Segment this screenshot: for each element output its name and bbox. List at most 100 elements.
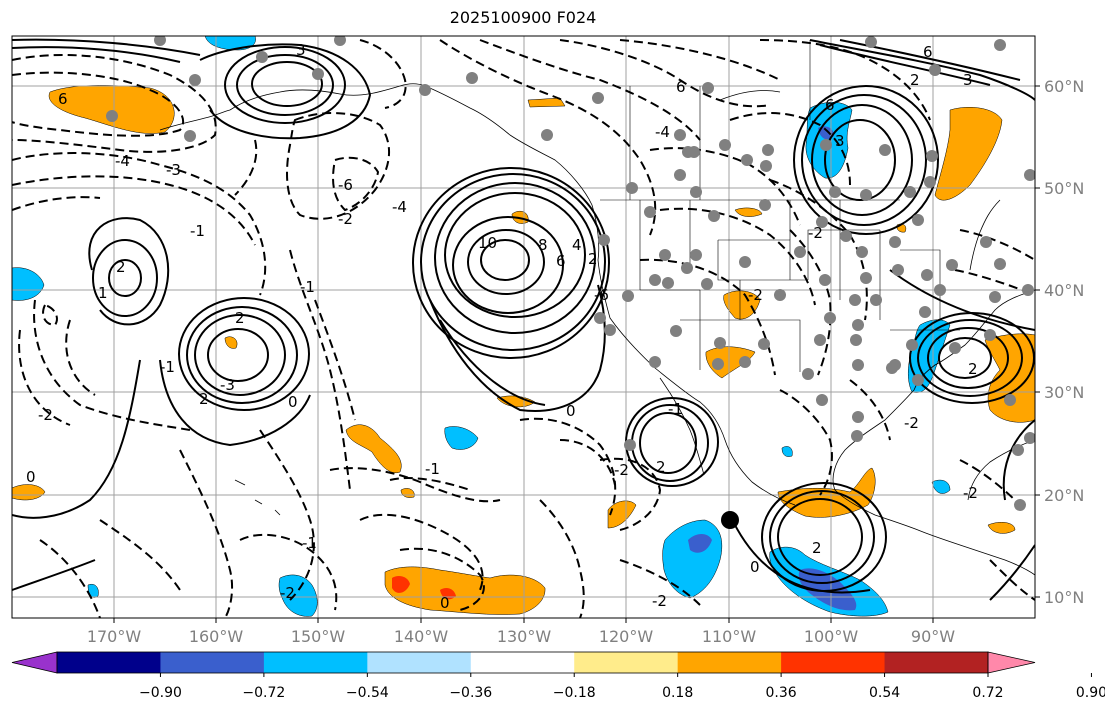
colorbar-segment [781, 652, 886, 673]
contour-label: -3 [166, 161, 181, 179]
contour-label: 6 [923, 43, 933, 61]
negative-contours [12, 39, 1035, 618]
colorbar-tick-label: 0.72 [972, 685, 1003, 701]
colorbar-segments [11, 651, 1036, 674]
lon-label: 110°W [702, 627, 757, 646]
contour-label: -4 [655, 123, 670, 141]
colorbar-tick-label: −0.72 [242, 685, 285, 701]
contour-label: 2 [116, 258, 126, 276]
colorbar-tick-label: 0.18 [662, 685, 693, 701]
contour-label: 2 [199, 390, 209, 408]
contour-label: -1 [190, 222, 205, 240]
contour-label: -4 [392, 198, 407, 216]
colorbar-segment [677, 652, 782, 673]
contour-label: 0 [288, 393, 298, 411]
colorbar-segment [470, 652, 575, 673]
contour-label: 4 [572, 236, 582, 254]
colorbar-tick-label: 0.54 [869, 685, 900, 701]
contour-label: -1 [300, 278, 315, 296]
contour-label: -3 [220, 376, 235, 394]
contour-label: 3 [835, 132, 845, 150]
longitude-axis: 170°W 160°W 150°W 140°W 130°W 120°W 110°… [87, 618, 955, 646]
contour-label: 3 [963, 71, 973, 89]
contour-label: -1 [668, 400, 683, 418]
colorbar-segment [574, 652, 679, 673]
contour-label: 0 [750, 558, 760, 576]
contour-label: 2 [812, 539, 822, 557]
lat-label: 50°N [1044, 179, 1084, 198]
political-borders [600, 40, 960, 372]
contour-label: -2 [652, 592, 667, 610]
lon-label: 130°W [497, 627, 552, 646]
colorbar-tick-label: −0.18 [553, 685, 596, 701]
colorbar-segment [160, 652, 265, 673]
contour-label: 6 [676, 78, 686, 96]
contour-label: -4 [115, 152, 130, 170]
lat-label: 10°N [1044, 588, 1084, 607]
colorbar-tick-label: −0.36 [449, 685, 492, 701]
colorbar-tick-label: 0.36 [766, 685, 797, 701]
contour-label: -1 [302, 534, 317, 552]
contour-label: -1 [425, 460, 440, 478]
contour-label: 2 [235, 309, 245, 327]
contour-label: 8 [538, 236, 548, 254]
contour-label: -2 [748, 286, 763, 304]
contour-label: 2 [656, 458, 666, 476]
colorbar: −0.90 −0.72 −0.54 −0.36 −0.18 0.18 0.36 0.54 0.7… [11, 651, 1105, 701]
colorbar-segment [367, 652, 472, 673]
colorbar-outline [56, 651, 989, 674]
lon-label: 90°W [911, 627, 955, 646]
lon-label: 150°W [291, 627, 346, 646]
contour-label: -2 [280, 584, 295, 602]
lon-label: 100°W [804, 627, 859, 646]
contour-labels: 6 3 6 3 -4 -6 -4 -3 6 -4 10 8 6 4 2 1 -1… [26, 41, 978, 612]
contour-label: -6 [594, 286, 609, 304]
colorbar-tick-label: −0.90 [139, 685, 182, 701]
contour-label: 0 [440, 594, 450, 612]
positive-contours [12, 38, 1035, 601]
contour-label: 6 [556, 252, 566, 270]
contour-label: 1 [98, 284, 108, 302]
colorbar-segment [884, 652, 989, 673]
colorbar-extend-high [987, 651, 1036, 674]
lat-label: 20°N [1044, 486, 1084, 505]
contour-label: -2 [963, 484, 978, 502]
strong-negative-anomaly-shading [688, 126, 857, 611]
contour-label: 2 [968, 360, 978, 378]
contour-label: -2 [808, 224, 823, 242]
colorbar-tick-label: 0.90 [1076, 685, 1105, 701]
contour-label: 0 [26, 468, 36, 486]
lon-label: 170°W [87, 627, 142, 646]
graticule [12, 36, 1035, 618]
colorbar-extend-low [11, 651, 58, 674]
colorbar-tick-label: −0.54 [346, 685, 389, 701]
contour-label: 6 [58, 90, 68, 108]
contour-label: 2 [910, 71, 920, 89]
contour-label: 6 [825, 96, 835, 114]
lat-label: 30°N [1044, 383, 1084, 402]
observation-stations [106, 36, 1035, 511]
contour-label: -2 [338, 210, 353, 228]
lon-label: 120°W [599, 627, 654, 646]
station-marker [721, 511, 739, 529]
map-content: 6 3 6 3 -4 -6 -4 -3 6 -4 10 8 6 4 2 1 -1… [12, 36, 1035, 618]
contour-label: 2 [588, 250, 598, 268]
contour-label: -2 [904, 414, 919, 432]
contour-label: 10 [478, 234, 497, 252]
colorbar-labels: −0.90 −0.72 −0.54 −0.36 −0.18 0.18 0.36 0.54 0.7… [139, 673, 1105, 701]
contour-label: 0 [566, 402, 576, 420]
map-title: 2025100900 F024 [449, 8, 597, 27]
lon-label: 160°W [189, 627, 244, 646]
lat-label: 60°N [1044, 77, 1084, 96]
positive-anomaly-shading [12, 85, 1035, 615]
contour-label: 3 [296, 41, 306, 59]
contour-label: -6 [338, 176, 353, 194]
contour-label: -2 [38, 406, 53, 424]
lon-label: 140°W [394, 627, 449, 646]
contour-label: -1 [160, 358, 175, 376]
colorbar-segment [57, 652, 161, 673]
contour-label: -2 [614, 461, 629, 479]
latitude-axis: 60°N 50°N 40°N 30°N 20°N 10°N [1035, 77, 1084, 607]
lat-label: 40°N [1044, 281, 1084, 300]
